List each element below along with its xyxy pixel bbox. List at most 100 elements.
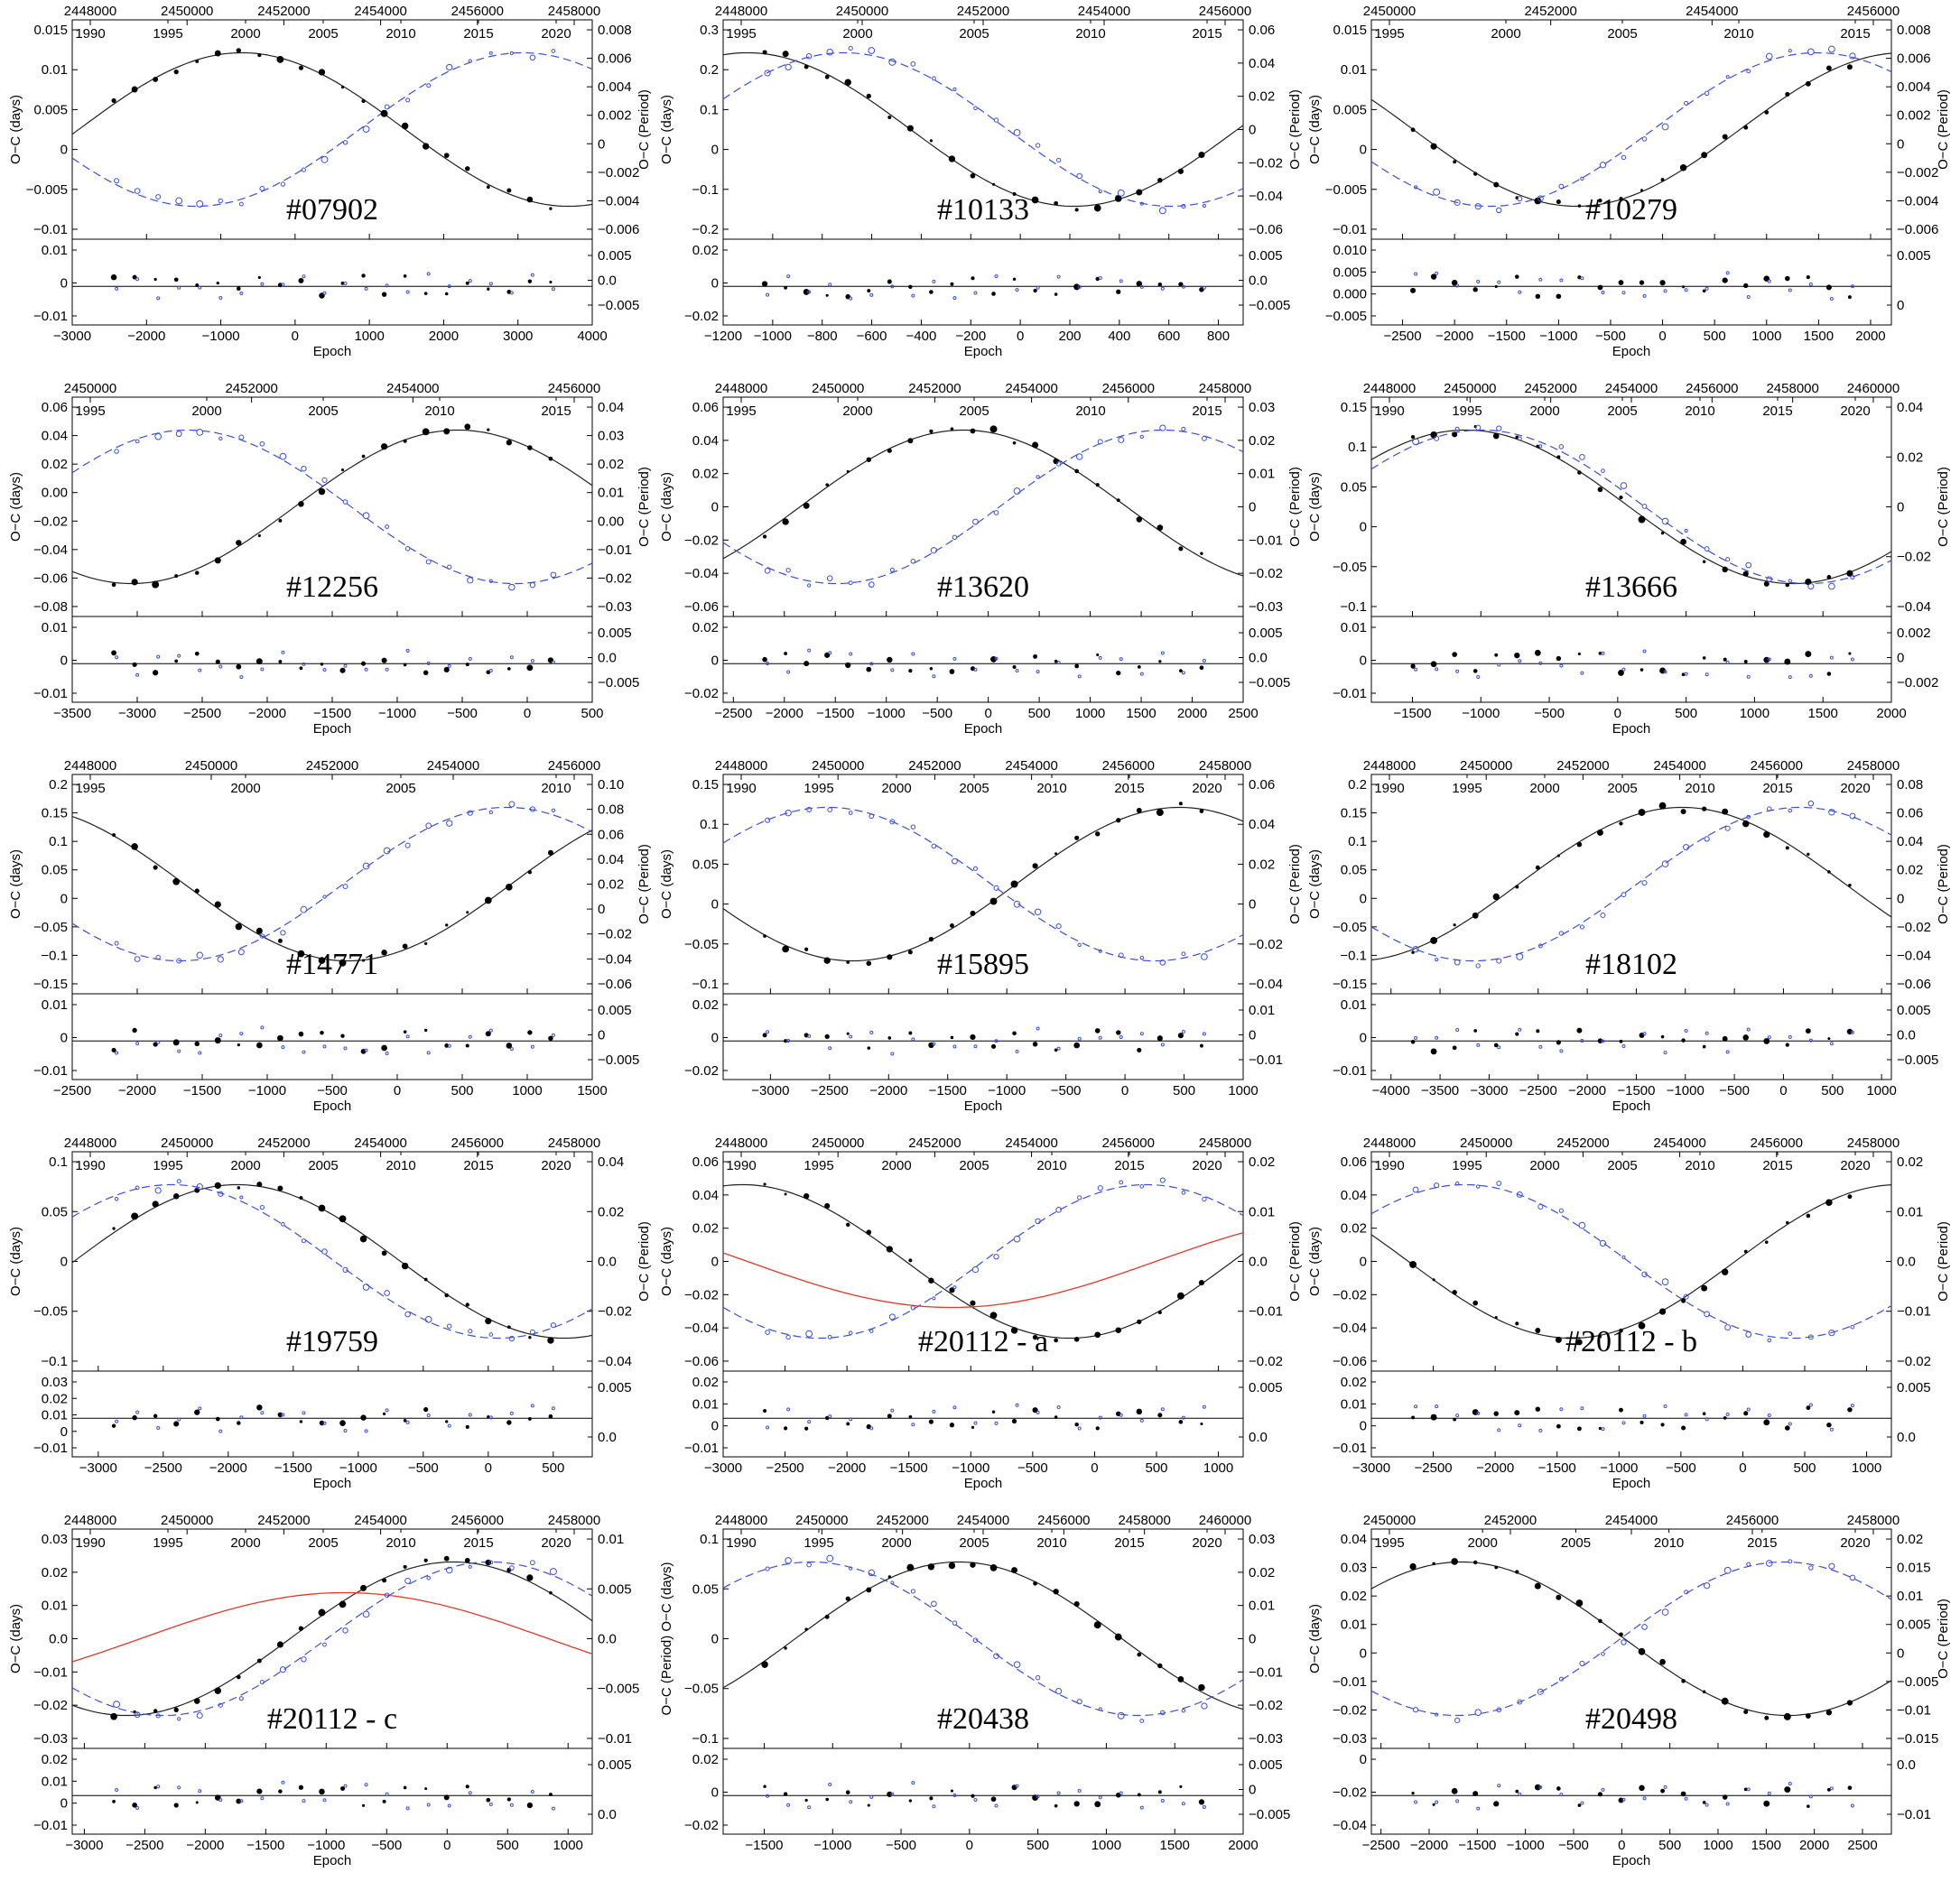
o-c-point (950, 923, 954, 928)
residual-point (443, 1794, 450, 1801)
jd-tick-label: 2448000 (64, 758, 116, 774)
x-tick-label: −1000 (1600, 1460, 1638, 1476)
o-c-point (1619, 496, 1623, 500)
residual-point (444, 292, 449, 296)
period-point (849, 1566, 853, 1571)
y-left-tick-label: 0.01 (42, 62, 68, 78)
residual-point (1681, 672, 1686, 677)
period-point (1181, 203, 1186, 209)
o-c-point (276, 1641, 283, 1648)
period-point (1621, 892, 1627, 898)
o-c-point (1556, 1594, 1562, 1600)
y-left-tick-label: 0 (711, 500, 719, 515)
o-c-point (1074, 835, 1080, 840)
period-residual-point (1705, 1803, 1709, 1807)
period-point (1641, 1271, 1648, 1278)
residual-point (971, 276, 975, 281)
period-point (1849, 812, 1856, 820)
y-right-tick-label: 0.06 (1249, 777, 1275, 793)
year-tick-label: 2020 (1840, 1158, 1870, 1173)
y-left-tick-label: −0.08 (33, 599, 68, 615)
period-residual-point (766, 1030, 770, 1034)
period-residual-point (218, 1429, 223, 1433)
o-c-point (1492, 893, 1500, 901)
period-point (1827, 45, 1835, 53)
o-c-point (1785, 91, 1790, 97)
year-tick-label: 2005 (308, 1158, 338, 1173)
residual-point (1452, 1045, 1457, 1051)
period-residual-point (530, 1044, 534, 1049)
y-left-axis-title: O−C (days) (659, 95, 674, 164)
period-residual-point (281, 650, 285, 654)
period-residual-point (849, 296, 853, 301)
period-point (301, 1238, 306, 1244)
period-point (1075, 453, 1083, 460)
y-left-tick-label: −0.02 (684, 533, 719, 548)
residual-point (1012, 277, 1017, 281)
x-tick-label: −1000 (952, 1460, 989, 1476)
period-point (218, 436, 223, 441)
o-c-point (989, 1564, 998, 1571)
jd-tick-label: 2456000 (1102, 381, 1155, 396)
period-residual-point (1098, 655, 1102, 660)
residual-point (255, 658, 263, 665)
x-tick-label: −1000 (1462, 706, 1500, 721)
period-point (1558, 931, 1565, 936)
x-tick-label: 1500 (577, 1083, 607, 1098)
residual-point (1054, 1415, 1058, 1419)
period-residual-point (1181, 1415, 1185, 1420)
period-residual-point (156, 1426, 161, 1431)
period-point (114, 178, 120, 184)
period-model-curve (71, 51, 593, 208)
y-left-tick-label: −0.05 (684, 1682, 719, 1697)
o-c-point (112, 833, 116, 838)
period-residual-point (1788, 1782, 1792, 1786)
period-point (1013, 1235, 1021, 1243)
x-tick-label: −2500 (144, 1460, 182, 1476)
period-point (1516, 952, 1524, 960)
o-c-point (1116, 498, 1120, 503)
period-residual-point (828, 1414, 832, 1419)
x-tick-label: 1500 (1751, 1838, 1781, 1853)
y-right-axis-title: O−C (Period) (1936, 89, 1951, 170)
residual-point (929, 666, 934, 671)
period-point (1159, 424, 1166, 431)
o-c-point (1115, 1327, 1122, 1333)
x-tick-label: −1500 (183, 1083, 221, 1098)
o-c-point (214, 901, 221, 908)
residual-point (465, 1043, 469, 1048)
year-tick-label: 1995 (726, 403, 756, 419)
o-c-point (1681, 1679, 1686, 1683)
residual-point (1805, 651, 1812, 658)
period-point (805, 53, 813, 60)
period-point (1558, 1676, 1564, 1682)
residual-point (845, 662, 851, 669)
o-c-point (1577, 470, 1582, 475)
y-left-tick-label: −0.15 (33, 977, 68, 992)
o-c-point (1136, 516, 1143, 523)
period-point (1434, 435, 1440, 441)
o-c-point (1409, 1261, 1417, 1268)
y-right-tick-label: −0.006 (1897, 222, 1938, 237)
year-tick-label: 2015 (541, 403, 571, 419)
period-point (1435, 1712, 1439, 1717)
year-tick-label: 2020 (541, 26, 571, 42)
period-residual-point (952, 296, 957, 301)
period-point (322, 895, 327, 899)
period-point (1600, 912, 1606, 918)
residual-point (1411, 1791, 1415, 1795)
period-point (280, 181, 286, 187)
o-c-point (1556, 854, 1560, 857)
y-right-axis-title: O−C (Period) (1936, 844, 1951, 924)
year-tick-label: 2015 (1762, 403, 1792, 419)
period-point (1475, 963, 1481, 969)
x-tick-label: −3500 (1421, 1083, 1459, 1098)
x-tick-label: −2000 (1435, 329, 1473, 344)
period-residual-point (1414, 1035, 1418, 1040)
period-point (279, 1666, 286, 1673)
o-c-point (526, 1574, 534, 1581)
jd-tick-label: 2452000 (1484, 1513, 1537, 1528)
period-point (1621, 1639, 1627, 1645)
o-c-point (423, 1558, 428, 1562)
residual-point (1722, 277, 1728, 283)
